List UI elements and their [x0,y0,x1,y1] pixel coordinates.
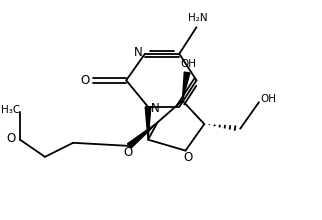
Polygon shape [145,107,151,140]
Text: O: O [123,146,132,159]
Text: H₂N: H₂N [188,13,208,24]
Text: O: O [80,74,89,87]
Text: OH: OH [181,59,197,69]
Text: N: N [134,46,142,59]
Polygon shape [182,72,190,101]
Text: O: O [184,151,193,164]
Text: O: O [6,132,15,145]
Polygon shape [128,123,157,148]
Text: N: N [151,102,159,115]
Text: H₃C: H₃C [1,105,20,115]
Text: OH: OH [260,94,276,104]
